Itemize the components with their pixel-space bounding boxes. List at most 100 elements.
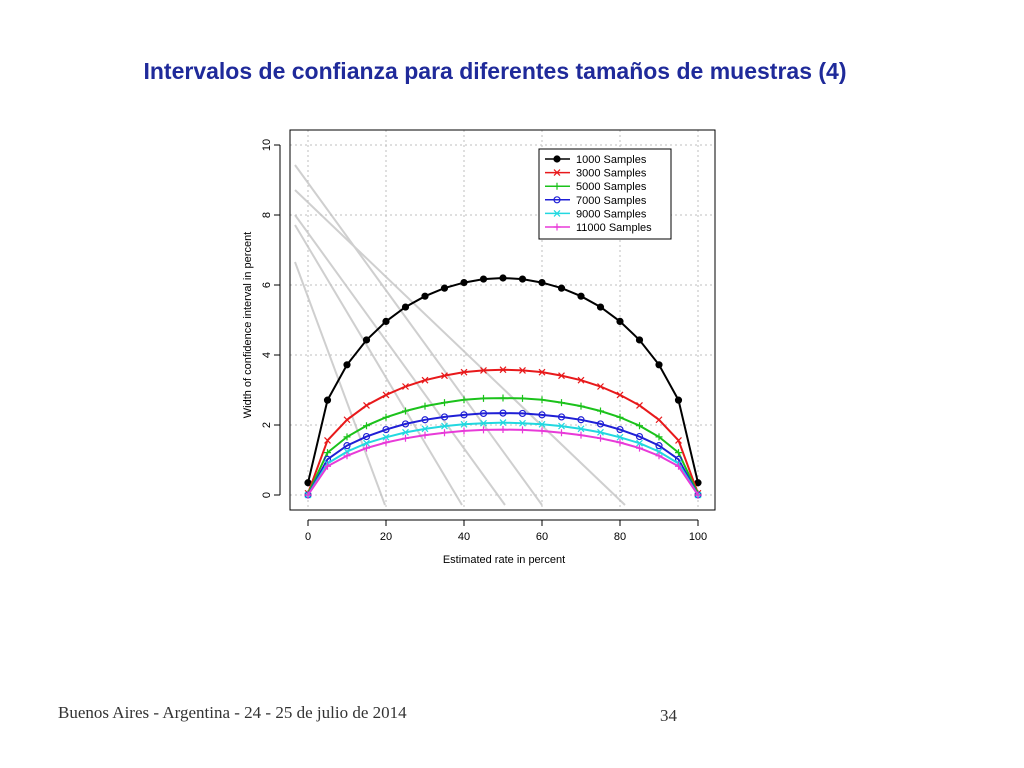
data-point [402,407,409,415]
y-tick-label: 4 [261,352,273,358]
legend-label: 5000 Samples [576,181,647,193]
data-point [421,376,429,384]
data-point [499,409,507,417]
data-point [401,303,410,311]
series-line [307,412,699,496]
y-tick-label: 8 [261,212,273,218]
data-point [519,366,526,374]
data-point [538,420,546,428]
x-tick-label: 0 [305,531,311,543]
data-point [402,434,409,442]
data-point [480,366,487,374]
data-point [636,422,643,430]
data-point [363,401,370,409]
data-point [655,416,663,424]
data-point [674,396,683,404]
data-point [538,427,546,435]
data-point [558,429,565,437]
data-point [363,439,370,447]
legend-marker [553,196,561,204]
data-point [480,394,487,402]
data-point [636,401,643,409]
data-point [323,396,332,404]
data-point [519,394,526,402]
data-point [518,275,527,283]
data-point [343,416,351,424]
y-axis: 0 2 4 6 8 10 [261,139,281,498]
data-point [343,433,351,441]
data-point [324,449,331,457]
x-tick-label: 20 [380,531,392,543]
data-point [343,448,351,456]
series-1000-samples [304,274,702,487]
data-point [616,413,624,421]
y-tick-label: 2 [261,422,273,428]
y-tick-label: 0 [261,492,273,498]
plot-frame [289,129,716,511]
x-tick-label: 80 [614,531,626,543]
data-point [343,452,351,460]
data-point [636,439,643,447]
series-9000-samples [304,419,702,499]
data-point [401,420,410,428]
data-point [441,422,448,430]
data-point [597,434,604,442]
data-point [577,402,585,410]
data-point [558,399,565,407]
page-number: 34 [660,706,677,725]
data-point [499,426,507,434]
legend-marker [553,169,561,177]
legend-label: 9000 Samples [576,208,647,220]
data-point [382,317,390,325]
background-line [294,189,626,506]
data-point [655,433,663,441]
data-point [362,432,371,441]
legend-marker [553,209,561,217]
data-point [597,383,604,390]
data-point [577,431,585,439]
data-point [440,413,449,421]
x-tick-label: 60 [536,531,548,543]
series-7000-samples [304,409,702,499]
data-point [655,442,663,450]
data-point [557,413,566,421]
data-point [675,462,682,470]
background-line [294,224,463,506]
data-point [577,292,585,300]
legend-item: 3000 Samples [545,168,647,180]
data-point [694,491,702,499]
legend-marker [553,155,561,163]
data-point [343,442,351,450]
data-point [635,432,644,441]
legend-label: 11000 Samples [576,222,652,234]
y-tick-label: 10 [261,139,273,151]
data-point [421,425,429,433]
data-point [363,444,370,452]
data-point [479,275,488,283]
data-point [460,411,468,419]
data-point [441,429,448,437]
data-point [596,420,605,428]
data-point [363,422,370,430]
data-point [479,409,488,418]
data-point [596,303,605,311]
data-point [616,433,624,441]
data-point [557,284,566,292]
data-point [675,436,682,444]
series-5000-samples [304,394,702,498]
data-point [675,449,682,457]
data-point [382,413,390,421]
series-11000-samples [304,426,702,499]
data-point [480,419,487,427]
data-point [499,419,507,426]
background-lines [294,164,626,506]
data-point [538,278,546,287]
data-point [616,439,624,446]
y-tick-label: 6 [261,282,273,288]
data-point [460,368,468,376]
data-point [460,427,468,435]
background-line [294,214,506,506]
data-point [616,317,624,325]
